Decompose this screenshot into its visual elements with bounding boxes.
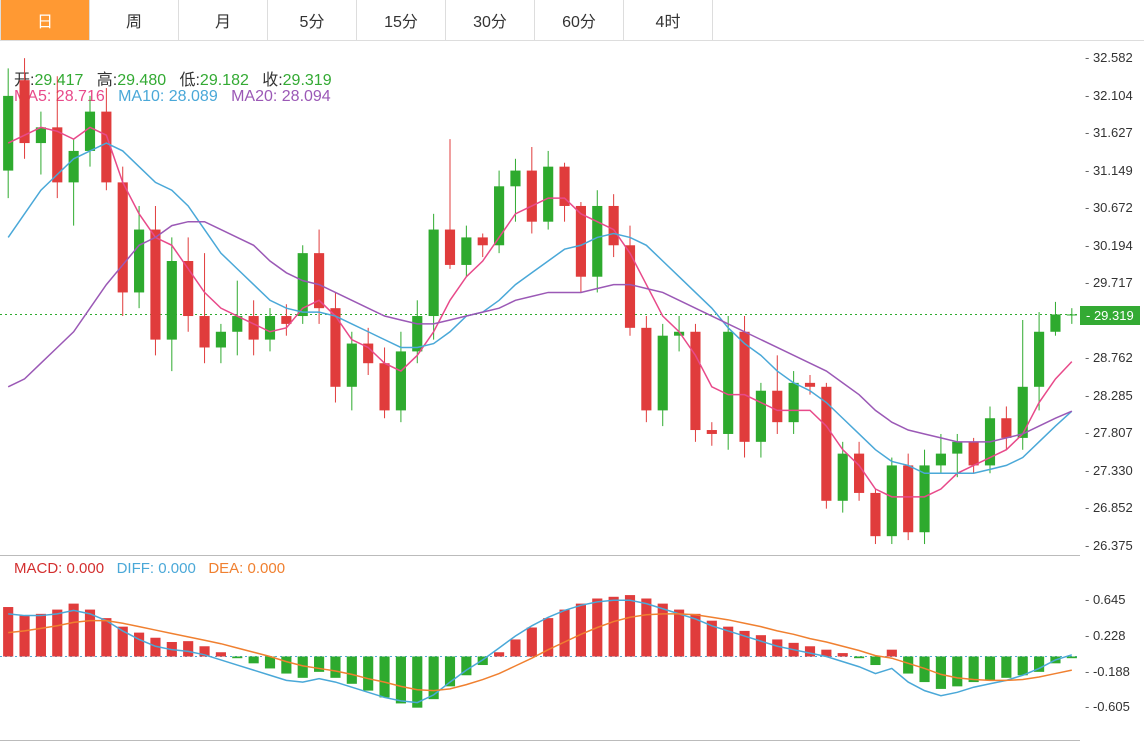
y-tick: 31.627	[1085, 125, 1133, 140]
tab-30分[interactable]: 30分	[446, 0, 535, 40]
current-price-badge: - 29.319	[1080, 306, 1140, 325]
y-tick: 32.104	[1085, 88, 1133, 103]
macd-chart[interactable]	[0, 555, 1080, 741]
tab-周[interactable]: 周	[90, 0, 179, 40]
y-tick: 31.149	[1085, 163, 1133, 178]
y-tick: 32.582	[1085, 50, 1133, 65]
macd-y-axis: 0.645 0.228 -0.188 -0.605	[1085, 555, 1140, 740]
y-tick: 28.285	[1085, 388, 1133, 403]
macd-y-tick: 0.645	[1085, 592, 1126, 607]
tab-4时[interactable]: 4时	[624, 0, 713, 40]
macd-y-tick: 0.228	[1085, 628, 1126, 643]
tab-15分[interactable]: 15分	[357, 0, 446, 40]
y-tick: 30.194	[1085, 238, 1133, 253]
price-y-axis: 32.58232.10431.62731.14930.67230.19429.7…	[1085, 58, 1140, 546]
macd-y-tick: -0.188	[1085, 664, 1130, 679]
y-tick: 28.762	[1085, 350, 1133, 365]
y-tick: 29.717	[1085, 275, 1133, 290]
y-tick: 30.672	[1085, 200, 1133, 215]
timeframe-tabs: 日周月5分15分30分60分4时	[0, 0, 1144, 41]
tab-日[interactable]: 日	[1, 0, 90, 40]
y-tick: 27.807	[1085, 425, 1133, 440]
tab-月[interactable]: 月	[179, 0, 268, 40]
bottom-divider	[0, 740, 1080, 741]
macd-y-tick: -0.605	[1085, 699, 1130, 714]
tab-60分[interactable]: 60分	[535, 0, 624, 40]
tab-5分[interactable]: 5分	[268, 0, 357, 40]
y-tick: 27.330	[1085, 463, 1133, 478]
y-tick: 26.375	[1085, 538, 1133, 553]
y-tick: 26.852	[1085, 500, 1133, 515]
price-chart[interactable]	[0, 58, 1080, 546]
